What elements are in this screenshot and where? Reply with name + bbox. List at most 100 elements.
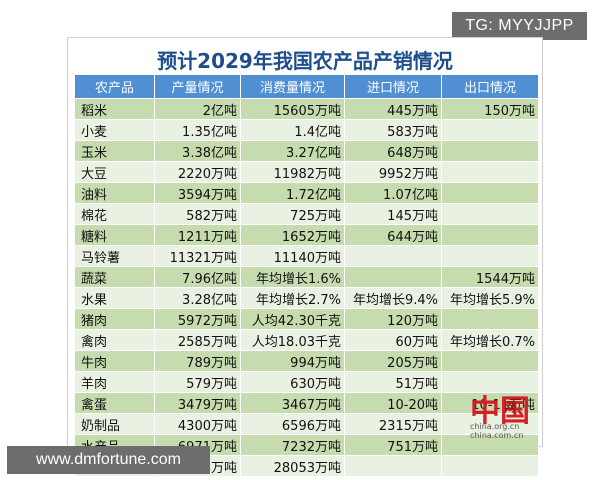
cell-import: 445万吨 <box>344 98 442 120</box>
table-row: 牛肉 789万吨 994万吨 205万吨 <box>74 350 539 372</box>
cell-consumption: 28053万吨 <box>240 455 345 477</box>
logo-mark: 中国 <box>470 394 530 429</box>
cell-consumption: 11140万吨 <box>240 245 345 267</box>
cell-production: 5972万吨 <box>154 308 241 330</box>
cell-export <box>441 434 539 456</box>
cell-export <box>441 413 539 435</box>
cell-export <box>441 455 539 477</box>
cell-export <box>441 308 539 330</box>
cell-import: 751万吨 <box>344 434 442 456</box>
header-consumption: 消费量情况 <box>240 74 345 99</box>
cell-export <box>441 350 539 372</box>
cell-production: 3479万吨 <box>154 392 241 414</box>
cell-import: 120万吨 <box>344 308 442 330</box>
cell-production: 2220万吨 <box>154 161 241 183</box>
cell-consumption: 3.27亿吨 <box>240 140 345 162</box>
header-production: 产量情况 <box>154 74 241 99</box>
header-import: 进口情况 <box>344 74 442 99</box>
cell-export: 年均增长5.9% <box>441 287 539 309</box>
table-row: 蔬菜 7.96亿吨 年均增长1.6% 1544万吨 <box>74 266 539 288</box>
cell-import: 205万吨 <box>344 350 442 372</box>
cell-import: 60万吨 <box>344 329 442 351</box>
cell-consumption: 725万吨 <box>240 203 345 225</box>
cell-consumption: 1.4亿吨 <box>240 119 345 141</box>
table-row: 禽肉 2585万吨 人均18.03千克 60万吨 年均增长0.7% <box>74 329 539 351</box>
cell-production: 3.28亿吨 <box>154 287 241 309</box>
site-watermark-badge: www.dmfortune.com <box>7 446 210 474</box>
cell-production: 4300万吨 <box>154 413 241 435</box>
logo-net: 网 <box>504 400 517 414</box>
cell-production: 3.38亿吨 <box>154 140 241 162</box>
tg-watermark-badge: TG: MYYJJPP <box>452 12 587 40</box>
cell-import: 583万吨 <box>344 119 442 141</box>
china-org-logo: 中国 网 china.org.cn china.com.cn <box>470 386 540 442</box>
header-export: 出口情况 <box>441 74 539 99</box>
cell-production: 1.35亿吨 <box>154 119 241 141</box>
cell-crop: 水果 <box>74 287 155 309</box>
cell-crop: 马铃薯 <box>74 245 155 267</box>
cell-consumption: 7232万吨 <box>240 434 345 456</box>
cell-crop: 蔬菜 <box>74 266 155 288</box>
cell-crop: 猪肉 <box>74 308 155 330</box>
cell-consumption: 15605万吨 <box>240 98 345 120</box>
cell-crop: 稻米 <box>74 98 155 120</box>
cell-import: 10-20吨 <box>344 392 442 414</box>
cell-crop: 糖料 <box>74 224 155 246</box>
cell-crop: 羊肉 <box>74 371 155 393</box>
cell-export <box>441 161 539 183</box>
cell-production: 7.96亿吨 <box>154 266 241 288</box>
cell-import: 51万吨 <box>344 371 442 393</box>
cell-consumption: 人均18.03千克 <box>240 329 345 351</box>
cell-production: 2585万吨 <box>154 329 241 351</box>
cell-crop: 小麦 <box>74 119 155 141</box>
cell-crop: 棉花 <box>74 203 155 225</box>
table-row: 油料 3594万吨 1.72亿吨 1.07亿吨 <box>74 182 539 204</box>
table-row: 羊肉 579万吨 630万吨 51万吨 <box>74 371 539 393</box>
cell-export: 1544万吨 <box>441 266 539 288</box>
cell-consumption: 994万吨 <box>240 350 345 372</box>
cell-export <box>441 245 539 267</box>
cell-consumption: 630万吨 <box>240 371 345 393</box>
cell-export <box>441 203 539 225</box>
cell-production: 3594万吨 <box>154 182 241 204</box>
cell-export <box>441 224 539 246</box>
table-row: 稻米 2亿吨 15605万吨 445万吨 150万吨 <box>74 98 539 120</box>
cell-crop: 奶制品 <box>74 413 155 435</box>
cell-consumption: 1.72亿吨 <box>240 182 345 204</box>
cell-consumption: 年均增长1.6% <box>240 266 345 288</box>
cell-consumption: 1652万吨 <box>240 224 345 246</box>
cell-import: 年均增长9.4% <box>344 287 442 309</box>
table-row: 猪肉 5972万吨 人均42.30千克 120万吨 <box>74 308 539 330</box>
cell-consumption: 3467万吨 <box>240 392 345 414</box>
cell-export: 10-11万吨 <box>441 392 539 414</box>
header-row: 农产品 产量情况 消费量情况 进口情况 出口情况 <box>74 74 539 99</box>
cell-crop: 禽肉 <box>74 329 155 351</box>
cell-import: 2315万吨 <box>344 413 442 435</box>
cell-crop: 油料 <box>74 182 155 204</box>
cell-crop: 牛肉 <box>74 350 155 372</box>
cell-import: 648万吨 <box>344 140 442 162</box>
table-row: 棉花 582万吨 725万吨 145万吨 <box>74 203 539 225</box>
cell-import: 9952万吨 <box>344 161 442 183</box>
table-card: 预计2029年我国农产品产销情况 农产品 产量情况 消费量情况 进口情况 出口情… <box>67 37 543 477</box>
cell-consumption: 11982万吨 <box>240 161 345 183</box>
table-row: 玉米 3.38亿吨 3.27亿吨 648万吨 <box>74 140 539 162</box>
cell-production: 1211万吨 <box>154 224 241 246</box>
cell-export: 150万吨 <box>441 98 539 120</box>
cell-consumption: 人均42.30千克 <box>240 308 345 330</box>
cell-crop: 大豆 <box>74 161 155 183</box>
cell-export <box>441 371 539 393</box>
table-row: 水果 3.28亿吨 年均增长2.7% 年均增长9.4% 年均增长5.9% <box>74 287 539 309</box>
table-row: 马铃薯 11321万吨 11140万吨 <box>74 245 539 267</box>
cell-import: 1.07亿吨 <box>344 182 442 204</box>
logo-url-org: china.org.cn <box>470 422 520 431</box>
cell-consumption: 年均增长2.7% <box>240 287 345 309</box>
cell-import <box>344 455 442 477</box>
table-row: 小麦 1.35亿吨 1.4亿吨 583万吨 <box>74 119 539 141</box>
agri-table: 农产品 产量情况 消费量情况 进口情况 出口情况 稻米 2亿吨 15605万吨 445… <box>74 74 539 477</box>
table-row: 糖料 1211万吨 1652万吨 644万吨 <box>74 224 539 246</box>
table-row: 奶制品 4300万吨 6596万吨 2315万吨 <box>74 413 539 435</box>
cell-export: 年均增长0.7% <box>441 329 539 351</box>
header-crop: 农产品 <box>74 74 155 99</box>
cell-crop: 禽蛋 <box>74 392 155 414</box>
